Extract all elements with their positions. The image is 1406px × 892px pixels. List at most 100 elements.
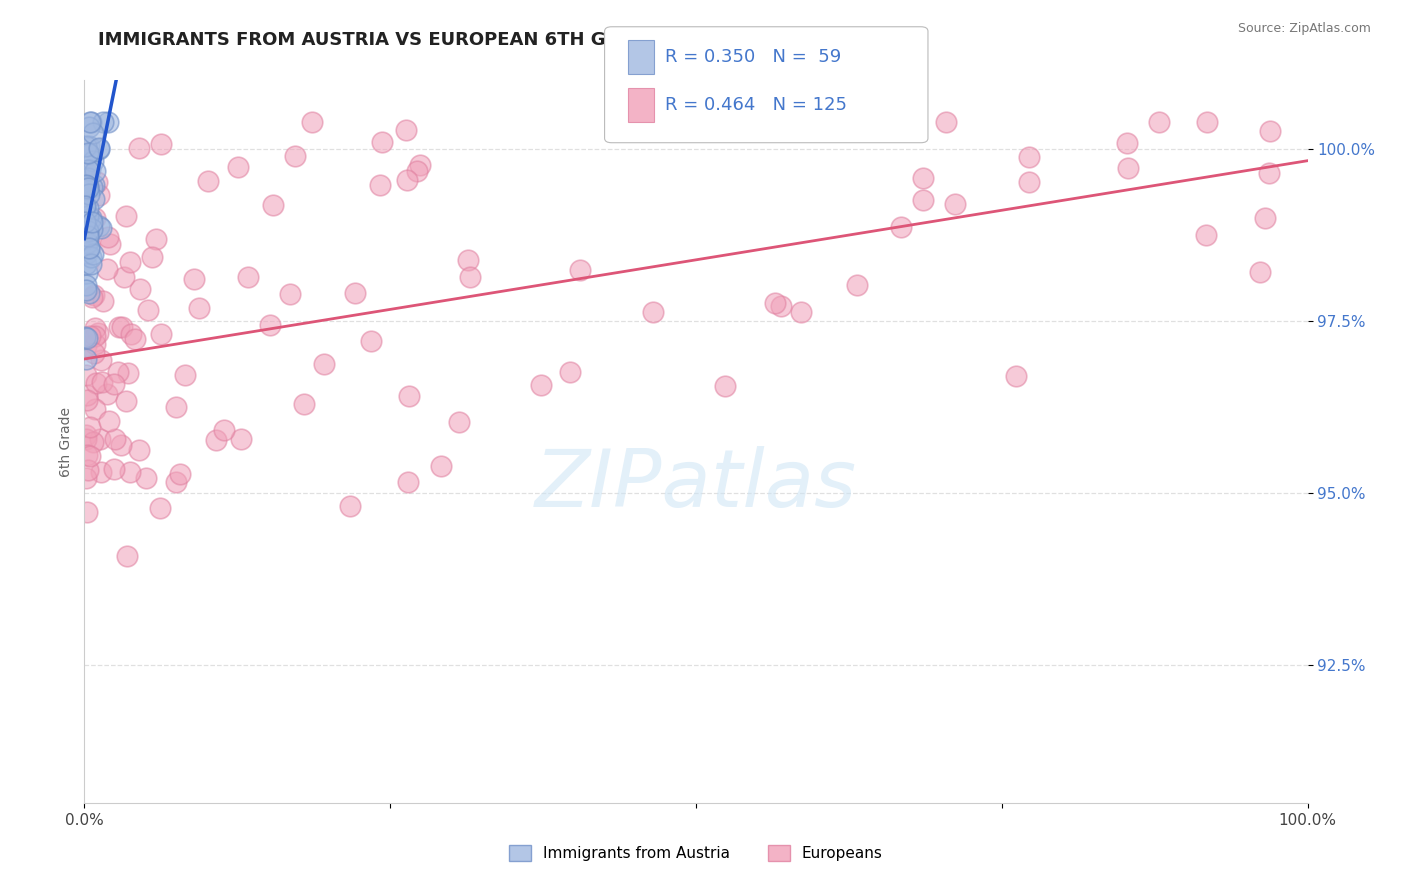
Point [1249,265,1271,279]
Point [409,158,432,172]
Point [77,209,100,223]
Point [75,432,97,446]
Point [229,432,252,446]
Point [83,192,105,206]
Point [569,263,592,277]
Point [1258,124,1281,138]
Point [84,401,107,416]
Point [75,351,97,366]
Point [75,139,97,153]
Point [77,147,100,161]
Point [79,161,101,176]
Point [103,462,125,476]
Point [90,376,112,390]
Point [84,376,107,391]
Point [118,255,141,269]
Point [75,277,97,292]
Point [76,449,98,463]
Point [1194,227,1216,242]
Point [197,173,219,187]
Point [120,465,142,479]
Point [107,364,129,378]
Point [79,328,101,343]
Point [90,465,112,479]
Point [301,114,323,128]
Point [406,164,429,178]
Point [83,288,105,302]
Point [763,295,786,310]
Point [91,114,114,128]
Point [76,229,98,244]
Point [457,252,479,267]
Point [1149,114,1171,128]
Point [84,163,107,178]
Point [77,163,100,178]
Point [90,353,112,368]
Point [1116,161,1139,175]
Point [1116,136,1139,150]
Text: ZIPatlas: ZIPatlas [534,446,858,524]
Point [97,230,120,244]
Point [149,501,172,516]
Point [75,258,97,272]
Point [76,235,98,250]
Point [128,282,150,296]
Point [79,449,101,463]
Point [790,305,813,319]
Point [104,432,127,446]
Point [77,120,100,135]
Text: R = 0.464   N = 125: R = 0.464 N = 125 [665,96,846,114]
Point [79,420,101,434]
Point [661,122,683,136]
Point [76,236,98,251]
Point [396,475,419,490]
Point [83,329,105,343]
Point [187,301,209,315]
Text: R = 0.350   N =  59: R = 0.350 N = 59 [665,48,841,66]
Point [73,198,96,212]
Point [100,237,122,252]
Point [77,201,100,215]
Point [90,221,112,235]
Point [75,178,97,193]
Point [75,427,97,442]
Point [77,186,100,201]
Point [1018,175,1040,189]
Point [73,330,96,344]
Point [82,153,104,168]
Point [86,175,108,189]
Point [76,505,98,519]
Point [82,222,104,236]
Point [911,193,934,207]
Point [395,173,418,187]
Point [76,146,98,161]
Point [89,433,111,447]
Point [79,257,101,271]
Point [292,397,315,411]
Point [558,365,581,379]
Point [1257,166,1279,180]
Point [82,180,104,194]
Point [135,471,157,485]
Point [278,286,301,301]
Text: IMMIGRANTS FROM AUSTRIA VS EUROPEAN 6TH GRADE CORRELATION CHART: IMMIGRANTS FROM AUSTRIA VS EUROPEAN 6TH … [98,31,883,49]
Point [845,278,868,293]
Point [82,126,104,140]
Point [76,165,98,179]
Point [73,222,96,236]
Point [769,299,792,313]
Point [120,326,142,341]
Point [115,209,138,223]
Point [205,433,228,447]
Point [343,285,366,300]
Point [87,219,110,234]
Point [430,458,453,473]
Point [714,379,737,393]
Point [77,241,100,255]
Point [112,270,135,285]
Point [165,475,187,490]
Point [87,141,110,155]
Point [77,223,100,237]
Point [136,303,159,318]
Point [73,215,96,229]
